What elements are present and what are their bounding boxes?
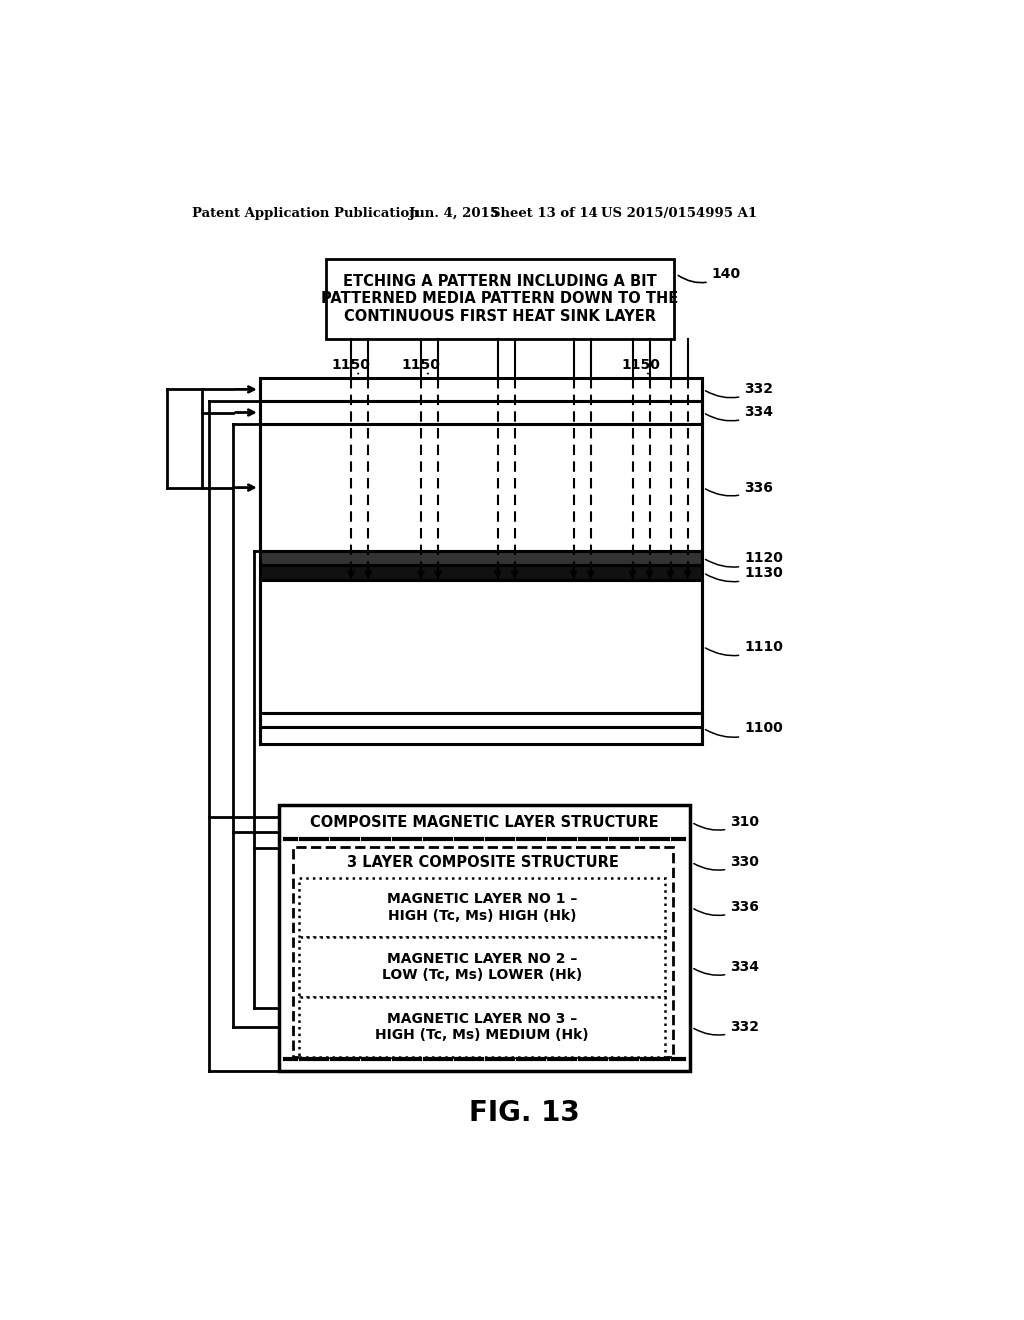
Text: 1130: 1130 bbox=[706, 566, 783, 582]
Text: 310: 310 bbox=[694, 816, 759, 830]
Text: 330: 330 bbox=[694, 855, 759, 870]
Bar bbox=[260, 552, 701, 565]
Text: 1150: 1150 bbox=[622, 358, 660, 372]
Bar bbox=[260, 401, 701, 424]
Bar bbox=[280, 805, 690, 1071]
Text: 3 LAYER COMPOSITE STRUCTURE: 3 LAYER COMPOSITE STRUCTURE bbox=[347, 854, 618, 870]
Bar bbox=[299, 997, 665, 1057]
Text: 1150: 1150 bbox=[332, 358, 371, 372]
Text: COMPOSITE MAGNETIC LAYER STRUCTURE: COMPOSITE MAGNETIC LAYER STRUCTURE bbox=[310, 814, 658, 830]
Bar bbox=[299, 937, 665, 997]
Text: 332: 332 bbox=[706, 383, 773, 397]
Text: 1120: 1120 bbox=[706, 550, 783, 568]
Text: 336: 336 bbox=[694, 900, 759, 916]
Bar bbox=[326, 259, 675, 339]
Bar bbox=[299, 878, 665, 937]
Text: ETCHING A PATTERN INCLUDING A BIT
PATTERNED MEDIA PATTERN DOWN TO THE
CONTINUOUS: ETCHING A PATTERN INCLUDING A BIT PATTER… bbox=[322, 275, 679, 323]
Text: 332: 332 bbox=[694, 1020, 759, 1035]
Text: Jun. 4, 2015: Jun. 4, 2015 bbox=[409, 207, 499, 220]
Text: 336: 336 bbox=[706, 480, 773, 496]
Bar bbox=[260, 565, 701, 581]
Bar bbox=[293, 847, 673, 1057]
Bar bbox=[260, 581, 701, 713]
Text: MAGNETIC LAYER NO 1 –
HIGH (Tc, Ms) HIGH (Hk): MAGNETIC LAYER NO 1 – HIGH (Tc, Ms) HIGH… bbox=[387, 892, 578, 923]
Text: US 2015/0154995 A1: US 2015/0154995 A1 bbox=[601, 207, 757, 220]
Text: 334: 334 bbox=[694, 960, 759, 975]
Text: 1110: 1110 bbox=[706, 640, 783, 656]
Text: Sheet 13 of 14: Sheet 13 of 14 bbox=[490, 207, 598, 220]
Text: 334: 334 bbox=[706, 405, 773, 421]
Text: MAGNETIC LAYER NO 3 –
HIGH (Tc, Ms) MEDIUM (Hk): MAGNETIC LAYER NO 3 – HIGH (Tc, Ms) MEDI… bbox=[376, 1012, 589, 1043]
Bar bbox=[260, 424, 701, 552]
Text: 1150: 1150 bbox=[401, 358, 440, 372]
Bar bbox=[260, 378, 701, 401]
Text: 1100: 1100 bbox=[706, 721, 783, 738]
Text: 140: 140 bbox=[678, 267, 740, 282]
Bar bbox=[260, 713, 701, 743]
Text: MAGNETIC LAYER NO 2 –
LOW (Tc, Ms) LOWER (Hk): MAGNETIC LAYER NO 2 – LOW (Tc, Ms) LOWER… bbox=[382, 952, 583, 982]
Text: FIG. 13: FIG. 13 bbox=[469, 1100, 581, 1127]
Text: Patent Application Publication: Patent Application Publication bbox=[191, 207, 418, 220]
